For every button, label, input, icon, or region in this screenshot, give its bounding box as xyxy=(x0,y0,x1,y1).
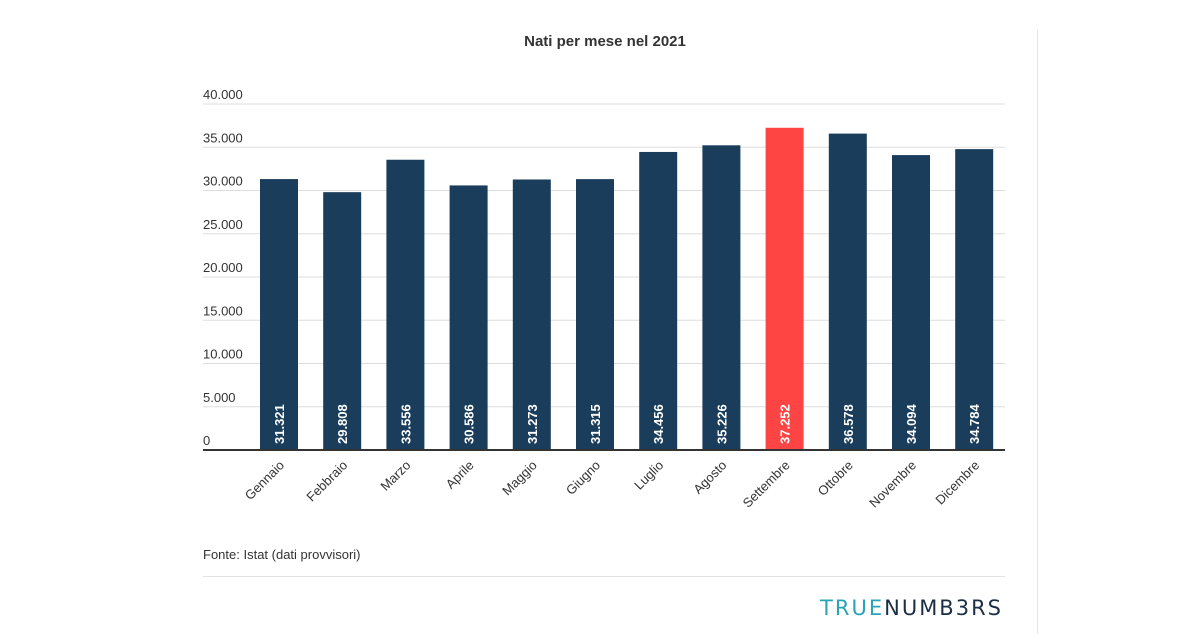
chart-title: Nati per mese nel 2021 xyxy=(524,33,686,50)
bar xyxy=(323,192,362,450)
bar xyxy=(765,127,804,450)
bar xyxy=(955,149,994,450)
brand-part-1: TRUE xyxy=(820,596,885,620)
bar-value-label: 31.273 xyxy=(525,404,540,444)
y-tick-label: 20.000 xyxy=(203,260,243,275)
brand-logo: TRUENUMB3RS xyxy=(820,596,1003,620)
right-divider xyxy=(1037,30,1038,634)
bar-value-label: 35.226 xyxy=(714,404,729,444)
x-tick-label: Ottobre xyxy=(815,458,856,499)
y-tick-label: 35.000 xyxy=(203,130,243,145)
y-tick-label: 0 xyxy=(203,433,210,448)
bar-value-label: 31.321 xyxy=(272,404,287,444)
bar xyxy=(576,179,614,450)
bar-value-label: 34.456 xyxy=(651,404,666,444)
bar xyxy=(260,179,298,450)
x-tick-label: Marzo xyxy=(377,458,413,494)
bar-value-label: 36.578 xyxy=(841,404,856,444)
y-tick-label: 25.000 xyxy=(203,217,243,232)
bar xyxy=(828,133,867,451)
x-tick-label: Giugno xyxy=(563,458,603,498)
x-tick-label: Dicembre xyxy=(932,458,982,508)
x-tick-label: Maggio xyxy=(499,458,540,499)
x-tick-label: Febbraio xyxy=(303,458,350,505)
bar-value-label: 37.252 xyxy=(778,404,793,444)
x-tick-label: Gennaio xyxy=(242,458,287,503)
bar-value-label: 30.586 xyxy=(462,404,477,444)
x-tick-label: Luglio xyxy=(631,458,666,493)
brand-part-2: NUMB3RS xyxy=(884,596,1003,620)
y-tick-label: 30.000 xyxy=(203,174,243,189)
source-note: Fonte: Istat (dati provvisori) xyxy=(203,547,361,562)
bar xyxy=(512,179,551,450)
bar xyxy=(892,155,930,450)
y-tick-label: 5.000 xyxy=(203,390,236,405)
y-tick-label: 10.000 xyxy=(203,347,243,362)
bar xyxy=(449,185,488,451)
bar-value-label: 29.808 xyxy=(335,404,350,444)
bar-value-label: 31.315 xyxy=(588,404,603,444)
bottom-rule xyxy=(203,576,1005,577)
bar-value-label: 34.094 xyxy=(904,403,919,444)
x-tick-label: Novembre xyxy=(866,458,919,511)
x-tick-label: Settembre xyxy=(740,458,793,511)
bar xyxy=(702,145,741,450)
bar-value-label: 33.556 xyxy=(398,404,413,444)
y-tick-label: 15.000 xyxy=(203,303,243,318)
bar-value-label: 34.784 xyxy=(967,403,982,444)
bar xyxy=(386,159,425,450)
bar xyxy=(639,151,678,450)
x-tick-label: Agosto xyxy=(690,458,729,497)
y-tick-label: 40.000 xyxy=(203,87,243,102)
x-tick-label: Aprile xyxy=(443,458,477,492)
